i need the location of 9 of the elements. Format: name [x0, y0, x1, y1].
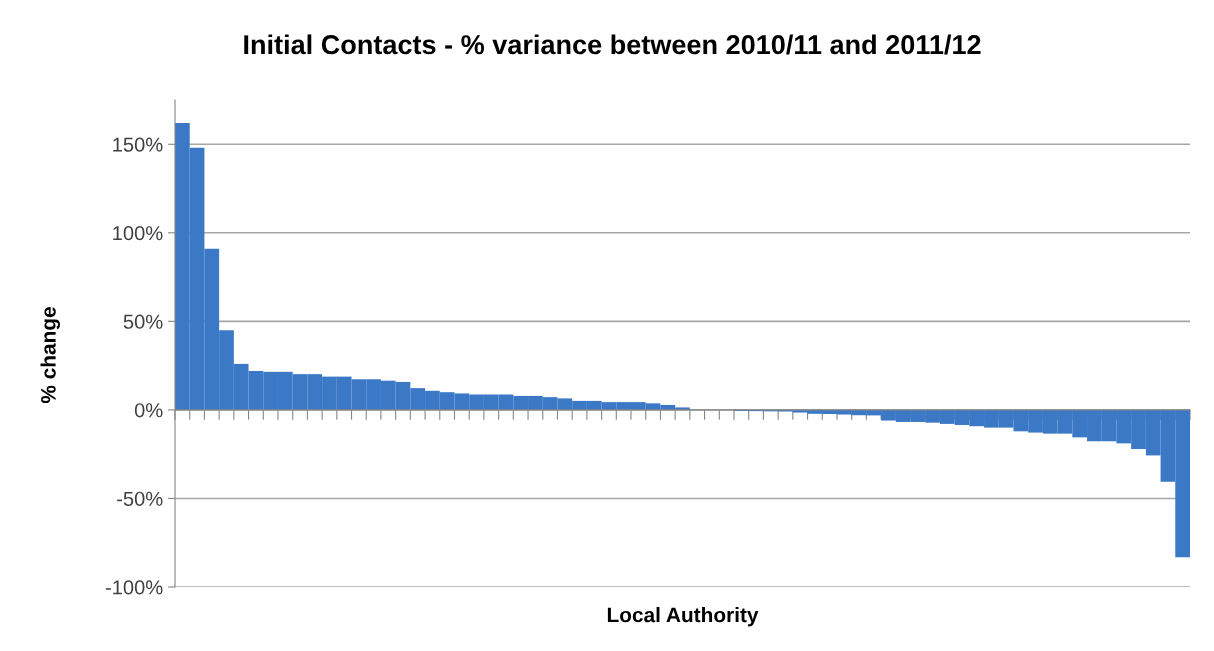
y-axis-title: % change — [40, 307, 60, 404]
y-tick-label: 0% — [134, 403, 163, 418]
y-tick-label: 100% — [113, 226, 163, 241]
x-axis-title: Local Authority — [607, 607, 759, 627]
y-tick-label: -50% — [117, 491, 163, 506]
chart-title: Initial Contacts - % variance between 2010/11 and 2011/12 — [244, 34, 981, 55]
y-tick-label: -100% — [105, 580, 163, 595]
y-tick-label: 50% — [123, 314, 163, 329]
y-tick-label: 150% — [113, 137, 163, 152]
